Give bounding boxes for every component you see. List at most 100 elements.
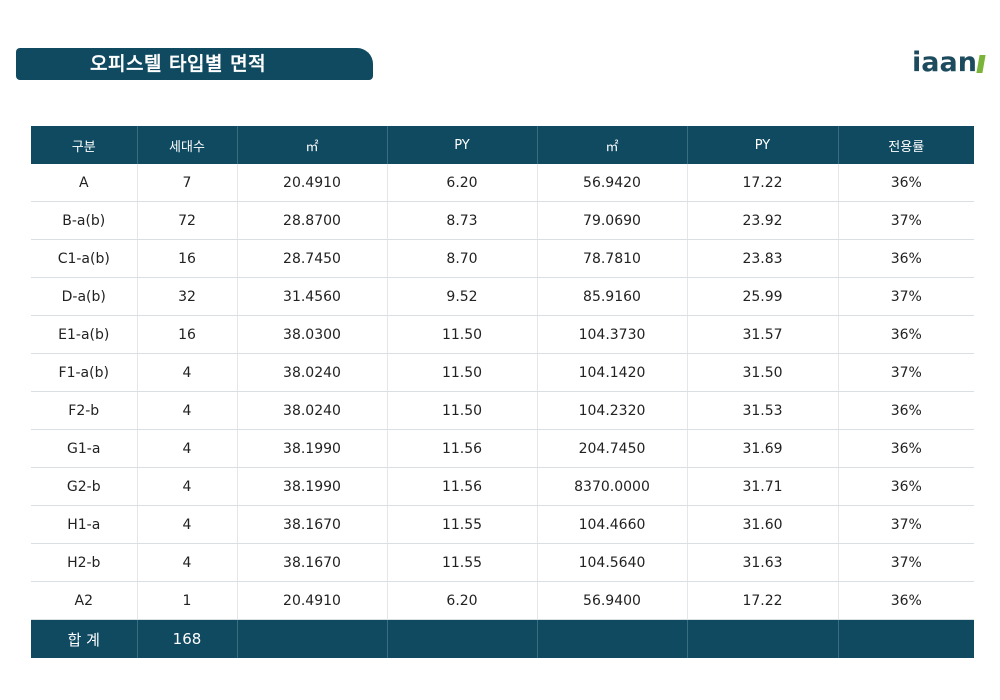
cell-ratio: 36% (838, 467, 974, 506)
cell-supply-py: 17.22 (687, 581, 839, 620)
page-title: 오피스텔 타입별 면적 (16, 48, 373, 80)
cell-ratio: 37% (838, 353, 974, 392)
cell-exclusive-py: 9.52 (387, 277, 538, 316)
cell-exclusive-py: 11.55 (387, 543, 538, 582)
cell-type: G1-a (31, 429, 138, 468)
total-cell (687, 619, 839, 658)
cell-exclusive-sqm: 38.0240 (237, 391, 388, 430)
cell-type: A2 (31, 581, 138, 620)
cell-units: 4 (137, 429, 238, 468)
header-supply-sqm: ㎡ (537, 126, 688, 164)
logo-accent-mark (976, 55, 986, 73)
cell-type: A (31, 164, 138, 202)
cell-ratio: 37% (838, 201, 974, 240)
cell-exclusive-sqm: 28.7450 (237, 239, 388, 278)
cell-ratio: 36% (838, 429, 974, 468)
cell-type: D-a(b) (31, 277, 138, 316)
area-table: 구분 세대수 ㎡ PY ㎡ PY 전용률 A 7 20.4910 6.20 56.942… (31, 126, 974, 658)
cell-exclusive-sqm: 31.4560 (237, 277, 388, 316)
table-row: E1-a(b) 16 38.0300 11.50 104.3730 31.57 36% (31, 315, 974, 354)
cell-units: 16 (137, 315, 238, 354)
iaan-logo: iaan (912, 47, 986, 78)
table-total-row: 합 계 168 (31, 619, 974, 658)
cell-supply-sqm: 104.5640 (537, 543, 688, 582)
cell-exclusive-sqm: 28.8700 (237, 201, 388, 240)
cell-exclusive-sqm: 38.1670 (237, 505, 388, 544)
header-units: 세대수 (137, 126, 238, 164)
cell-supply-py: 31.71 (687, 467, 839, 506)
cell-units: 7 (137, 164, 238, 202)
cell-supply-sqm: 85.9160 (537, 277, 688, 316)
table-row: D-a(b) 32 31.4560 9.52 85.9160 25.99 37% (31, 277, 974, 316)
cell-supply-py: 31.63 (687, 543, 839, 582)
cell-supply-sqm: 104.1420 (537, 353, 688, 392)
cell-type: G2-b (31, 467, 138, 506)
cell-exclusive-sqm: 38.1670 (237, 543, 388, 582)
cell-units: 4 (137, 543, 238, 582)
cell-ratio: 36% (838, 239, 974, 278)
cell-supply-py: 31.53 (687, 391, 839, 430)
cell-supply-py: 31.57 (687, 315, 839, 354)
cell-exclusive-py: 11.50 (387, 391, 538, 430)
table-row: H1-a 4 38.1670 11.55 104.4660 31.60 37% (31, 505, 974, 544)
cell-units: 4 (137, 391, 238, 430)
logo-text: iaan (912, 47, 977, 78)
cell-supply-sqm: 8370.0000 (537, 467, 688, 506)
total-cell (387, 619, 538, 658)
table-row: F2-b 4 38.0240 11.50 104.2320 31.53 36% (31, 391, 974, 430)
table-row: H2-b 4 38.1670 11.55 104.5640 31.63 37% (31, 543, 974, 582)
cell-supply-py: 23.92 (687, 201, 839, 240)
header-ratio: 전용률 (838, 126, 974, 164)
cell-exclusive-sqm: 20.4910 (237, 581, 388, 620)
cell-exclusive-py: 11.56 (387, 429, 538, 468)
header-exclusive-sqm: ㎡ (237, 126, 388, 164)
cell-exclusive-py: 8.73 (387, 201, 538, 240)
cell-exclusive-py: 6.20 (387, 164, 538, 202)
cell-exclusive-sqm: 38.1990 (237, 467, 388, 506)
cell-supply-sqm: 104.4660 (537, 505, 688, 544)
table-row: A 7 20.4910 6.20 56.9420 17.22 36% (31, 164, 974, 202)
total-cell (237, 619, 388, 658)
cell-units: 72 (137, 201, 238, 240)
table-row: B-a(b) 72 28.8700 8.73 79.0690 23.92 37% (31, 201, 974, 240)
table-body: A 7 20.4910 6.20 56.9420 17.22 36% B-a(b) 72 28.8… (31, 164, 974, 620)
cell-supply-py: 31.50 (687, 353, 839, 392)
table-row: C1-a(b) 16 28.7450 8.70 78.7810 23.83 36% (31, 239, 974, 278)
cell-supply-py: 31.69 (687, 429, 839, 468)
cell-type: E1-a(b) (31, 315, 138, 354)
header-type: 구분 (31, 126, 138, 164)
cell-exclusive-py: 11.50 (387, 353, 538, 392)
table-header-row: 구분 세대수 ㎡ PY ㎡ PY 전용률 (31, 126, 974, 164)
header-exclusive-py: PY (387, 126, 538, 164)
cell-units: 16 (137, 239, 238, 278)
cell-exclusive-py: 11.56 (387, 467, 538, 506)
cell-ratio: 37% (838, 505, 974, 544)
cell-ratio: 36% (838, 391, 974, 430)
cell-type: H2-b (31, 543, 138, 582)
cell-ratio: 36% (838, 315, 974, 354)
cell-supply-sqm: 79.0690 (537, 201, 688, 240)
cell-supply-sqm: 204.7450 (537, 429, 688, 468)
cell-supply-sqm: 78.7810 (537, 239, 688, 278)
cell-exclusive-py: 11.50 (387, 315, 538, 354)
cell-ratio: 36% (838, 164, 974, 202)
cell-exclusive-py: 11.55 (387, 505, 538, 544)
cell-supply-py: 31.60 (687, 505, 839, 544)
cell-exclusive-py: 6.20 (387, 581, 538, 620)
cell-supply-py: 17.22 (687, 164, 839, 202)
total-units: 168 (137, 619, 238, 658)
cell-exclusive-sqm: 20.4910 (237, 164, 388, 202)
table-row: F1-a(b) 4 38.0240 11.50 104.1420 31.50 37% (31, 353, 974, 392)
cell-units: 4 (137, 353, 238, 392)
cell-units: 32 (137, 277, 238, 316)
header-supply-py: PY (687, 126, 839, 164)
cell-type: F1-a(b) (31, 353, 138, 392)
table-row: A2 1 20.4910 6.20 56.9400 17.22 36% (31, 581, 974, 620)
table-row: G1-a 4 38.1990 11.56 204.7450 31.69 36% (31, 429, 974, 468)
cell-supply-sqm: 56.9420 (537, 164, 688, 202)
cell-type: H1-a (31, 505, 138, 544)
total-label: 합 계 (31, 619, 138, 658)
cell-exclusive-py: 8.70 (387, 239, 538, 278)
cell-type: F2-b (31, 391, 138, 430)
